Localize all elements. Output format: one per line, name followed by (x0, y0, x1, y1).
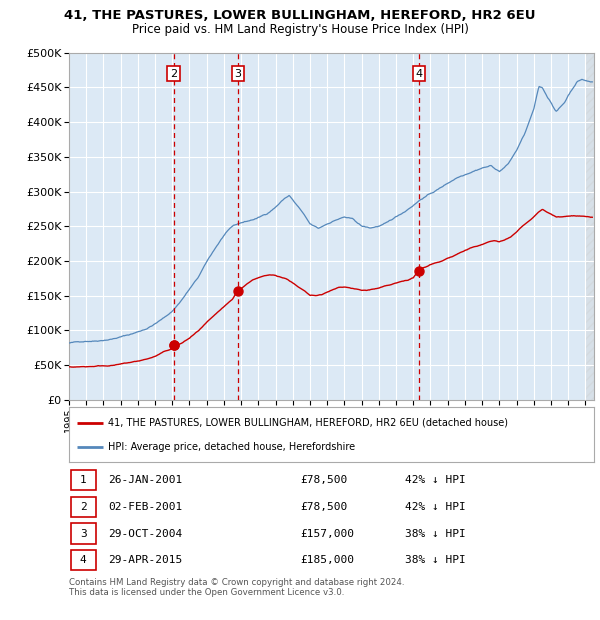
Text: 02-FEB-2001: 02-FEB-2001 (109, 502, 182, 512)
Text: 38% ↓ HPI: 38% ↓ HPI (405, 555, 466, 565)
Text: 42% ↓ HPI: 42% ↓ HPI (405, 475, 466, 485)
FancyBboxPatch shape (71, 470, 96, 490)
Text: 41, THE PASTURES, LOWER BULLINGHAM, HEREFORD, HR2 6EU (detached house): 41, THE PASTURES, LOWER BULLINGHAM, HERE… (109, 418, 508, 428)
FancyBboxPatch shape (71, 497, 96, 517)
Text: 2: 2 (170, 69, 178, 79)
Text: 1: 1 (80, 475, 86, 485)
Text: 26-JAN-2001: 26-JAN-2001 (109, 475, 182, 485)
Text: 3: 3 (235, 69, 242, 79)
Text: £157,000: £157,000 (300, 528, 354, 539)
Text: £78,500: £78,500 (300, 475, 347, 485)
Text: 4: 4 (80, 555, 86, 565)
Text: Price paid vs. HM Land Registry's House Price Index (HPI): Price paid vs. HM Land Registry's House … (131, 23, 469, 36)
Text: 38% ↓ HPI: 38% ↓ HPI (405, 528, 466, 539)
Text: 4: 4 (415, 69, 422, 79)
Text: 41, THE PASTURES, LOWER BULLINGHAM, HEREFORD, HR2 6EU: 41, THE PASTURES, LOWER BULLINGHAM, HERE… (64, 9, 536, 22)
Text: 29-APR-2015: 29-APR-2015 (109, 555, 182, 565)
FancyBboxPatch shape (71, 550, 96, 570)
FancyBboxPatch shape (71, 523, 96, 544)
Text: 29-OCT-2004: 29-OCT-2004 (109, 528, 182, 539)
Text: 3: 3 (80, 528, 86, 539)
Text: £185,000: £185,000 (300, 555, 354, 565)
Text: Contains HM Land Registry data © Crown copyright and database right 2024.
This d: Contains HM Land Registry data © Crown c… (69, 578, 404, 597)
Text: 42% ↓ HPI: 42% ↓ HPI (405, 502, 466, 512)
Text: HPI: Average price, detached house, Herefordshire: HPI: Average price, detached house, Here… (109, 441, 355, 451)
Bar (586, 53, 600, 400)
Text: 2: 2 (80, 502, 86, 512)
Text: £78,500: £78,500 (300, 502, 347, 512)
